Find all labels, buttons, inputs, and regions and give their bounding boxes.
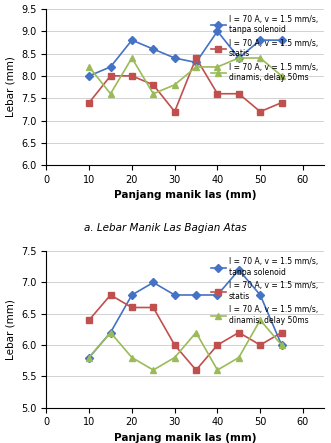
I = 70 A, v = 1.5 mm/s,
statis — [173, 342, 177, 348]
I = 70 A, v = 1.5 mm/s,
statis — [130, 305, 134, 310]
I = 70 A, v = 1.5 mm/s,
dinamis, delay 50ms — [258, 55, 262, 61]
I = 70 A, v = 1.5 mm/s,
statis — [173, 109, 177, 114]
I = 70 A, v = 1.5 mm/s,
tanpa solenoid — [237, 55, 241, 61]
I = 70 A, v = 1.5 mm/s,
statis — [151, 82, 155, 87]
I = 70 A, v = 1.5 mm/s,
statis — [151, 305, 155, 310]
I = 70 A, v = 1.5 mm/s,
tanpa solenoid — [258, 292, 262, 298]
I = 70 A, v = 1.5 mm/s,
dinamis, delay 50ms — [109, 91, 113, 97]
I = 70 A, v = 1.5 mm/s,
tanpa solenoid — [87, 355, 91, 360]
I = 70 A, v = 1.5 mm/s,
dinamis, delay 50ms — [173, 82, 177, 87]
Line: I = 70 A, v = 1.5 mm/s,
dinamis, delay 50ms: I = 70 A, v = 1.5 mm/s, dinamis, delay 5… — [86, 317, 284, 373]
I = 70 A, v = 1.5 mm/s,
dinamis, delay 50ms — [258, 317, 262, 323]
I = 70 A, v = 1.5 mm/s,
tanpa solenoid — [151, 47, 155, 52]
Text: a. Lebar Manik Las Bagian Atas: a. Lebar Manik Las Bagian Atas — [84, 223, 247, 233]
Line: I = 70 A, v = 1.5 mm/s,
dinamis, delay 50ms: I = 70 A, v = 1.5 mm/s, dinamis, delay 5… — [86, 55, 284, 97]
I = 70 A, v = 1.5 mm/s,
tanpa solenoid — [151, 280, 155, 285]
I = 70 A, v = 1.5 mm/s,
statis — [194, 367, 198, 373]
I = 70 A, v = 1.5 mm/s,
statis — [215, 342, 219, 348]
I = 70 A, v = 1.5 mm/s,
dinamis, delay 50ms — [280, 342, 284, 348]
Line: I = 70 A, v = 1.5 mm/s,
statis: I = 70 A, v = 1.5 mm/s, statis — [86, 55, 284, 114]
I = 70 A, v = 1.5 mm/s,
statis — [109, 292, 113, 298]
I = 70 A, v = 1.5 mm/s,
dinamis, delay 50ms — [109, 330, 113, 335]
I = 70 A, v = 1.5 mm/s,
dinamis, delay 50ms — [237, 355, 241, 360]
I = 70 A, v = 1.5 mm/s,
tanpa solenoid — [173, 55, 177, 61]
I = 70 A, v = 1.5 mm/s,
dinamis, delay 50ms — [87, 64, 91, 70]
I = 70 A, v = 1.5 mm/s,
tanpa solenoid — [215, 28, 219, 34]
I = 70 A, v = 1.5 mm/s,
dinamis, delay 50ms — [280, 73, 284, 78]
I = 70 A, v = 1.5 mm/s,
dinamis, delay 50ms — [237, 55, 241, 61]
X-axis label: Panjang manik las (mm): Panjang manik las (mm) — [114, 190, 257, 201]
Line: I = 70 A, v = 1.5 mm/s,
statis: I = 70 A, v = 1.5 mm/s, statis — [86, 292, 284, 373]
I = 70 A, v = 1.5 mm/s,
dinamis, delay 50ms — [173, 355, 177, 360]
I = 70 A, v = 1.5 mm/s,
statis — [87, 100, 91, 105]
I = 70 A, v = 1.5 mm/s,
statis — [237, 91, 241, 97]
I = 70 A, v = 1.5 mm/s,
statis — [280, 330, 284, 335]
I = 70 A, v = 1.5 mm/s,
tanpa solenoid — [109, 64, 113, 70]
I = 70 A, v = 1.5 mm/s,
statis — [87, 317, 91, 323]
Legend: I = 70 A, v = 1.5 mm/s,
tanpa solenoid, I = 70 A, v = 1.5 mm/s,
statis, I = 70 A: I = 70 A, v = 1.5 mm/s, tanpa solenoid, … — [209, 255, 320, 327]
Y-axis label: Lebar (mm): Lebar (mm) — [6, 57, 16, 117]
I = 70 A, v = 1.5 mm/s,
tanpa solenoid — [130, 38, 134, 43]
I = 70 A, v = 1.5 mm/s,
dinamis, delay 50ms — [151, 91, 155, 97]
I = 70 A, v = 1.5 mm/s,
tanpa solenoid — [258, 38, 262, 43]
I = 70 A, v = 1.5 mm/s,
tanpa solenoid — [194, 292, 198, 298]
I = 70 A, v = 1.5 mm/s,
dinamis, delay 50ms — [87, 355, 91, 360]
I = 70 A, v = 1.5 mm/s,
tanpa solenoid — [215, 292, 219, 298]
I = 70 A, v = 1.5 mm/s,
dinamis, delay 50ms — [151, 367, 155, 373]
I = 70 A, v = 1.5 mm/s,
tanpa solenoid — [173, 292, 177, 298]
I = 70 A, v = 1.5 mm/s,
tanpa solenoid — [87, 73, 91, 78]
Line: I = 70 A, v = 1.5 mm/s,
tanpa solenoid: I = 70 A, v = 1.5 mm/s, tanpa solenoid — [86, 267, 284, 360]
I = 70 A, v = 1.5 mm/s,
statis — [109, 73, 113, 78]
I = 70 A, v = 1.5 mm/s,
dinamis, delay 50ms — [194, 330, 198, 335]
I = 70 A, v = 1.5 mm/s,
tanpa solenoid — [237, 267, 241, 272]
I = 70 A, v = 1.5 mm/s,
tanpa solenoid — [280, 342, 284, 348]
I = 70 A, v = 1.5 mm/s,
statis — [194, 55, 198, 61]
I = 70 A, v = 1.5 mm/s,
tanpa solenoid — [109, 330, 113, 335]
Line: I = 70 A, v = 1.5 mm/s,
tanpa solenoid: I = 70 A, v = 1.5 mm/s, tanpa solenoid — [86, 28, 284, 79]
I = 70 A, v = 1.5 mm/s,
dinamis, delay 50ms — [194, 64, 198, 70]
I = 70 A, v = 1.5 mm/s,
dinamis, delay 50ms — [130, 55, 134, 61]
Y-axis label: Lebar (mm): Lebar (mm) — [6, 299, 16, 360]
I = 70 A, v = 1.5 mm/s,
dinamis, delay 50ms — [130, 355, 134, 360]
I = 70 A, v = 1.5 mm/s,
tanpa solenoid — [194, 60, 198, 65]
I = 70 A, v = 1.5 mm/s,
statis — [130, 73, 134, 78]
I = 70 A, v = 1.5 mm/s,
statis — [280, 100, 284, 105]
I = 70 A, v = 1.5 mm/s,
statis — [215, 91, 219, 97]
I = 70 A, v = 1.5 mm/s,
tanpa solenoid — [130, 292, 134, 298]
Legend: I = 70 A, v = 1.5 mm/s,
tanpa solenoid, I = 70 A, v = 1.5 mm/s,
statis, I = 70 A: I = 70 A, v = 1.5 mm/s, tanpa solenoid, … — [209, 13, 320, 85]
X-axis label: Panjang manik las (mm): Panjang manik las (mm) — [114, 433, 257, 443]
I = 70 A, v = 1.5 mm/s,
dinamis, delay 50ms — [215, 367, 219, 373]
I = 70 A, v = 1.5 mm/s,
statis — [258, 342, 262, 348]
I = 70 A, v = 1.5 mm/s,
dinamis, delay 50ms — [215, 64, 219, 70]
I = 70 A, v = 1.5 mm/s,
statis — [258, 109, 262, 114]
I = 70 A, v = 1.5 mm/s,
statis — [237, 330, 241, 335]
I = 70 A, v = 1.5 mm/s,
tanpa solenoid — [280, 38, 284, 43]
